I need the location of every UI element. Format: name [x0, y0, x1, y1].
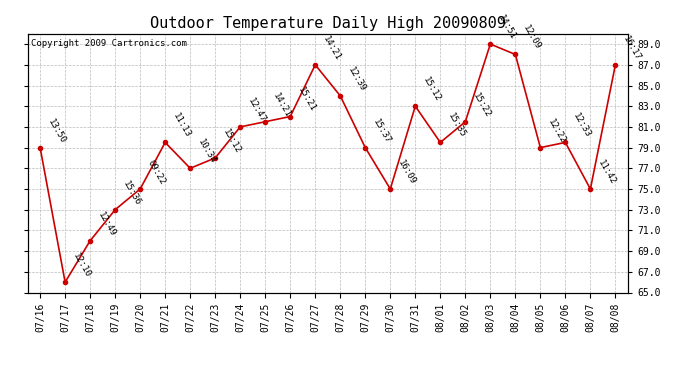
Text: 12:33: 12:33 — [571, 112, 592, 140]
Text: 15:36: 15:36 — [121, 179, 142, 207]
Text: 14:51: 14:51 — [496, 13, 517, 41]
Text: 15:35: 15:35 — [446, 112, 467, 140]
Text: 12:47: 12:47 — [246, 96, 267, 124]
Text: 15:21: 15:21 — [296, 86, 317, 114]
Text: 15:22: 15:22 — [471, 91, 492, 119]
Text: 12:10: 12:10 — [70, 252, 92, 279]
Text: 12:22: 12:22 — [546, 117, 567, 145]
Text: 12:09: 12:09 — [521, 24, 542, 52]
Text: 11:42: 11:42 — [596, 159, 617, 186]
Title: Outdoor Temperature Daily High 20090809: Outdoor Temperature Daily High 20090809 — [150, 16, 506, 31]
Text: 09:22: 09:22 — [146, 159, 167, 186]
Text: 15:12: 15:12 — [221, 128, 242, 155]
Text: Copyright 2009 Cartronics.com: Copyright 2009 Cartronics.com — [30, 39, 186, 48]
Text: 16:17: 16:17 — [621, 34, 642, 62]
Text: 14:21: 14:21 — [321, 34, 342, 62]
Text: 15:12: 15:12 — [421, 76, 442, 104]
Text: 12:49: 12:49 — [96, 210, 117, 238]
Text: 16:09: 16:09 — [396, 159, 417, 186]
Text: 13:50: 13:50 — [46, 117, 67, 145]
Text: 15:37: 15:37 — [371, 117, 392, 145]
Text: 11:13: 11:13 — [170, 112, 192, 140]
Text: 10:34: 10:34 — [196, 138, 217, 165]
Text: 12:39: 12:39 — [346, 65, 367, 93]
Text: 14:21: 14:21 — [270, 91, 292, 119]
